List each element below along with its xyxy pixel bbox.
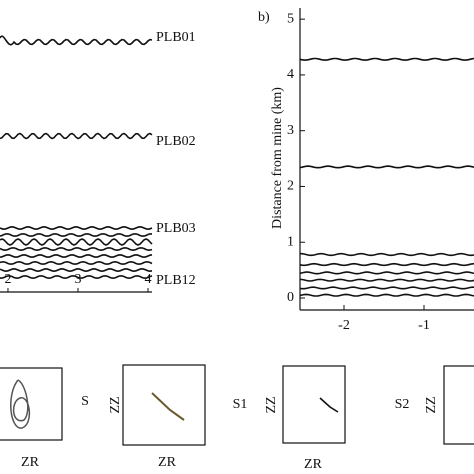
x-tick-label: -1: [418, 318, 430, 333]
y-tick-label: 4: [287, 67, 294, 82]
trace: [0, 261, 153, 265]
trace: [0, 275, 153, 279]
x-tick-label: 4: [144, 272, 151, 287]
motion-trace: [319, 397, 339, 413]
trace: [299, 293, 474, 297]
y-tick-label: 5: [287, 11, 294, 26]
trace: [299, 278, 474, 282]
trace: [0, 233, 152, 237]
box-label: ZZ: [424, 396, 439, 413]
panel-label: b): [258, 10, 270, 25]
trace-label: PLB02: [156, 134, 196, 149]
x-tick-label: -2: [338, 318, 350, 333]
trace: [0, 247, 153, 251]
x-tick-label: 3: [74, 272, 81, 287]
y-tick-label: 0: [287, 290, 294, 305]
trace: [299, 57, 474, 61]
motion-box: [282, 365, 346, 444]
x-tick-label: 2: [4, 272, 11, 287]
trace: [0, 132, 153, 140]
trace: [0, 238, 153, 246]
y-tick-label: 1: [287, 234, 294, 249]
box-label: ZR: [158, 455, 177, 470]
trace: [0, 225, 153, 231]
trace-label: PLB03: [156, 221, 196, 236]
trace: [0, 267, 153, 273]
phase-label: S2: [395, 397, 410, 412]
trace: [299, 262, 474, 267]
phase-label: S: [81, 394, 89, 409]
box-label: ZZ: [264, 396, 279, 413]
motion-trace: [151, 392, 185, 421]
trace-label: PLB01: [156, 30, 196, 45]
trace: [299, 286, 474, 290]
motion-box: [0, 367, 63, 441]
motion-trace: [10, 379, 31, 429]
trace: [0, 35, 153, 46]
motion-box: [122, 364, 206, 446]
trace-label: PLB12: [156, 273, 196, 288]
box-label: ZZ: [108, 396, 123, 413]
y-tick-label: 3: [287, 123, 294, 138]
motion-box: [443, 365, 474, 445]
trace: [299, 165, 474, 169]
trace: [0, 253, 153, 259]
motion-labels: ZR ZR ZZ ZR ZZ ZZ S S1 S2: [21, 394, 439, 472]
trace: [299, 271, 474, 275]
trace: [300, 252, 474, 257]
y-tick-label: 2: [287, 179, 294, 194]
y-axis-label: Distance from mine (km): [270, 87, 285, 229]
box-label: ZR: [304, 457, 323, 472]
box-label: ZR: [21, 455, 40, 470]
phase-label: S1: [233, 397, 248, 412]
